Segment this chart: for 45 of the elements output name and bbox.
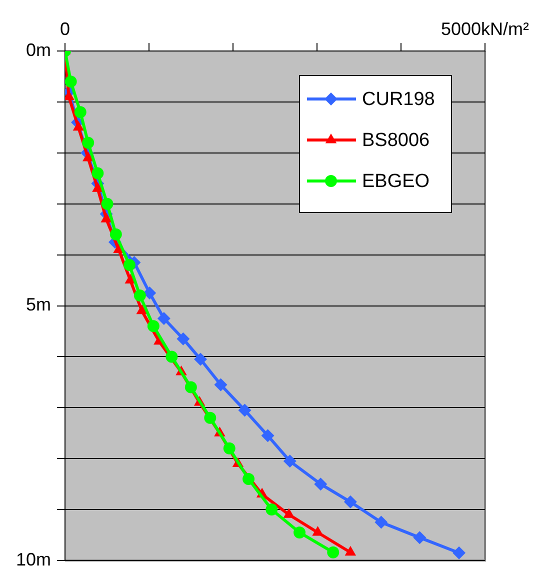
point [74,106,86,118]
point [147,320,160,332]
point [344,495,357,508]
point [143,286,156,300]
point [261,429,274,442]
point [166,350,178,363]
point [312,526,324,536]
point [283,454,296,468]
point [194,352,207,366]
point [214,378,228,392]
legend-label: BS8006 [362,130,430,152]
point [82,136,94,149]
point [157,312,170,325]
point [72,120,84,131]
point [327,546,340,558]
x-tick-label: 5000kN/m² [440,18,530,39]
point [123,258,136,271]
point [184,381,197,394]
point [223,442,236,454]
point [92,167,104,180]
x-tick-label: 0 [60,18,70,39]
point [100,212,112,222]
point [314,478,328,491]
point [65,76,77,88]
point [204,412,216,424]
point [92,182,104,192]
point [266,504,278,516]
legend-label: CUR198 [362,89,435,110]
point [134,290,146,302]
point [176,332,190,346]
point [136,304,148,314]
point [294,526,306,538]
point [242,472,255,485]
point [452,546,466,560]
point [344,546,356,556]
point [238,404,252,417]
point [413,531,426,544]
y-tick-label: 5m [26,294,51,315]
point [101,198,114,210]
y-tick-label: 0m [26,40,51,60]
legend-label: EBGEO [362,171,430,192]
y-tick-label: 10m [16,549,51,567]
point [110,228,122,240]
point [283,508,295,518]
point [374,516,388,529]
